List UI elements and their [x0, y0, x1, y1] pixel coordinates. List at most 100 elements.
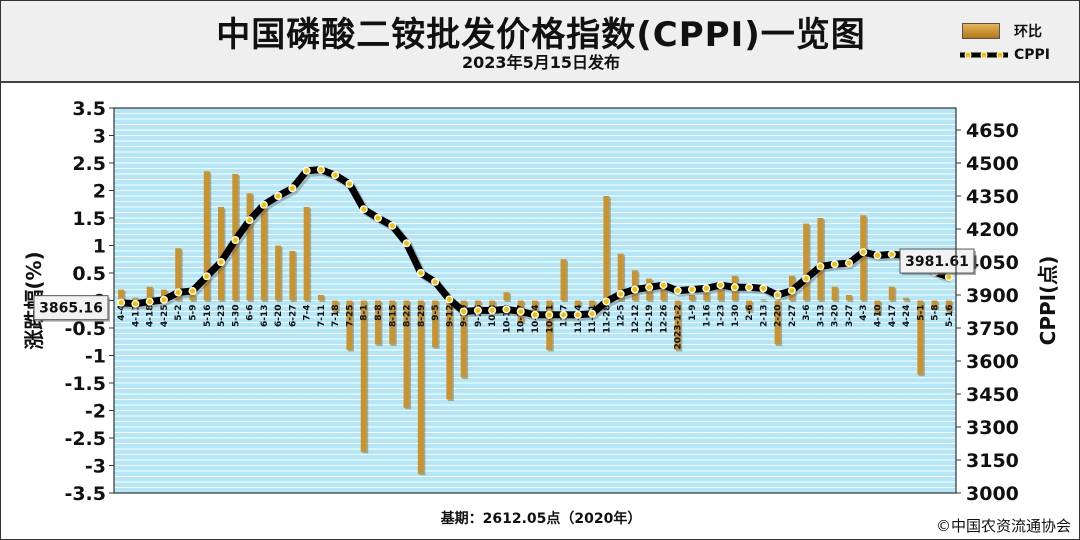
- bar: [803, 223, 810, 301]
- category-label: 7-25: [345, 305, 355, 328]
- category-label: 2-20: [774, 305, 784, 328]
- cppi-point: [603, 299, 609, 305]
- category-label: 2-27: [788, 305, 798, 328]
- plot-border: [113, 107, 957, 494]
- cppi-point: [775, 292, 781, 298]
- category-label: 6-13: [260, 305, 270, 328]
- chart-plot-svg: 3.532.521.510.50-0.5-1-1.5-2-2.5-3-3.546…: [22, 98, 1060, 505]
- category-label: 11-21: [588, 305, 598, 334]
- category-label: 5-16: [203, 305, 213, 328]
- bar: [403, 300, 410, 408]
- bar: [132, 297, 139, 301]
- cppi-point: [889, 251, 895, 257]
- category-label: 12-12: [631, 305, 641, 334]
- legend-item-bar: 环比: [956, 19, 1076, 45]
- cppi-point: [689, 286, 695, 293]
- left-tick-label: -1: [85, 346, 106, 368]
- cppi-point: [132, 301, 139, 307]
- right-tick-label: 4350: [966, 186, 1019, 208]
- bar: [760, 299, 767, 301]
- right-tick-label: 4050: [966, 252, 1019, 274]
- bar-shadow: [904, 299, 911, 302]
- legend: 环比 CPPI: [956, 19, 1076, 71]
- cppi-point: [189, 288, 196, 294]
- category-label: 9-12: [445, 305, 455, 328]
- bar: [845, 295, 852, 301]
- bar: [660, 284, 667, 301]
- category-label: 3-6: [802, 305, 812, 321]
- category-label: 11-14: [574, 305, 584, 334]
- bar: [160, 289, 167, 301]
- cppi-point: [318, 167, 324, 173]
- left-tick-label: -1.5: [64, 373, 106, 395]
- chart-title: 中国磷酸二铵批发价格指数(CPPI)一览图: [216, 15, 866, 55]
- header-band: 中国磷酸二铵批发价格指数(CPPI)一览图 2023年5月15日发布 环比 CP…: [1, 1, 1079, 83]
- right-tick-label: 3750: [966, 318, 1019, 340]
- cppi-point: [946, 274, 952, 280]
- bar: [432, 300, 439, 348]
- category-label: 10-3: [488, 305, 498, 328]
- category-label: 5-2: [174, 305, 184, 321]
- bar: [360, 300, 367, 452]
- category-label: 5-30: [231, 305, 241, 328]
- legend-bar-swatch: [962, 23, 1000, 39]
- bar: [246, 193, 253, 301]
- cppi-point: [832, 261, 838, 267]
- bar: [303, 207, 310, 301]
- bar-shadow: [761, 300, 768, 302]
- bar: [446, 300, 453, 400]
- bar: [831, 286, 838, 301]
- copyright-text: ©中国农资流通协会: [935, 517, 1071, 535]
- cppi-point: [161, 297, 167, 303]
- bar: [118, 289, 125, 301]
- left-tick-label: 2.5: [72, 153, 106, 175]
- cppi-point: [789, 288, 795, 294]
- category-label: 7-18: [331, 305, 341, 328]
- category-label: 12-26: [659, 305, 669, 334]
- cppi-point: [118, 300, 124, 306]
- cppi-point: [246, 217, 253, 223]
- bar: [746, 300, 753, 312]
- bar: [603, 196, 610, 301]
- chart-subtitle: 2023年5月15日发布: [462, 53, 620, 72]
- left-tick-label: 0.5: [72, 263, 106, 285]
- left-tick-label: -0.5: [64, 318, 106, 340]
- base-period-note: 基期：2612.05点（2020年）: [440, 511, 642, 527]
- bar: [260, 207, 267, 301]
- cppi-point: [803, 275, 809, 282]
- category-label: 9-19: [460, 305, 470, 328]
- category-label: 9-26: [474, 305, 484, 328]
- bar: [218, 207, 225, 301]
- bar: [375, 300, 382, 345]
- category-label: 5-23: [217, 305, 227, 328]
- bar: [503, 292, 510, 301]
- annotation-end-box: [899, 248, 975, 274]
- category-label: 5-16: [945, 305, 955, 328]
- category-label: 8-8: [374, 305, 384, 321]
- cppi-point: [418, 270, 424, 276]
- left-tick-label: -2: [85, 401, 106, 423]
- category-label: 10-10: [502, 305, 512, 334]
- category-label: 4-4: [117, 305, 127, 321]
- category-label: 6-20: [274, 305, 284, 328]
- category-label: 4-25: [160, 305, 170, 328]
- bar: [175, 248, 182, 301]
- cppi-point: [204, 273, 210, 279]
- cppi-point: [389, 223, 395, 229]
- cppi-point: [817, 263, 824, 269]
- bar: [817, 218, 824, 301]
- cppi-point: [375, 215, 381, 221]
- category-label: 12-19: [645, 305, 655, 334]
- category-label: 10-17: [517, 305, 527, 334]
- cppi-point: [503, 306, 510, 312]
- cppi-point: [660, 282, 667, 288]
- bar: [346, 300, 353, 350]
- category-label: 1-9: [688, 305, 698, 321]
- category-label: 3-27: [845, 305, 855, 328]
- right-tick-label: 3300: [966, 417, 1019, 439]
- cppi-point: [361, 206, 367, 212]
- category-label: 4-10: [874, 305, 884, 328]
- left-tick-label: -2.5: [64, 428, 106, 450]
- bar: [317, 295, 324, 301]
